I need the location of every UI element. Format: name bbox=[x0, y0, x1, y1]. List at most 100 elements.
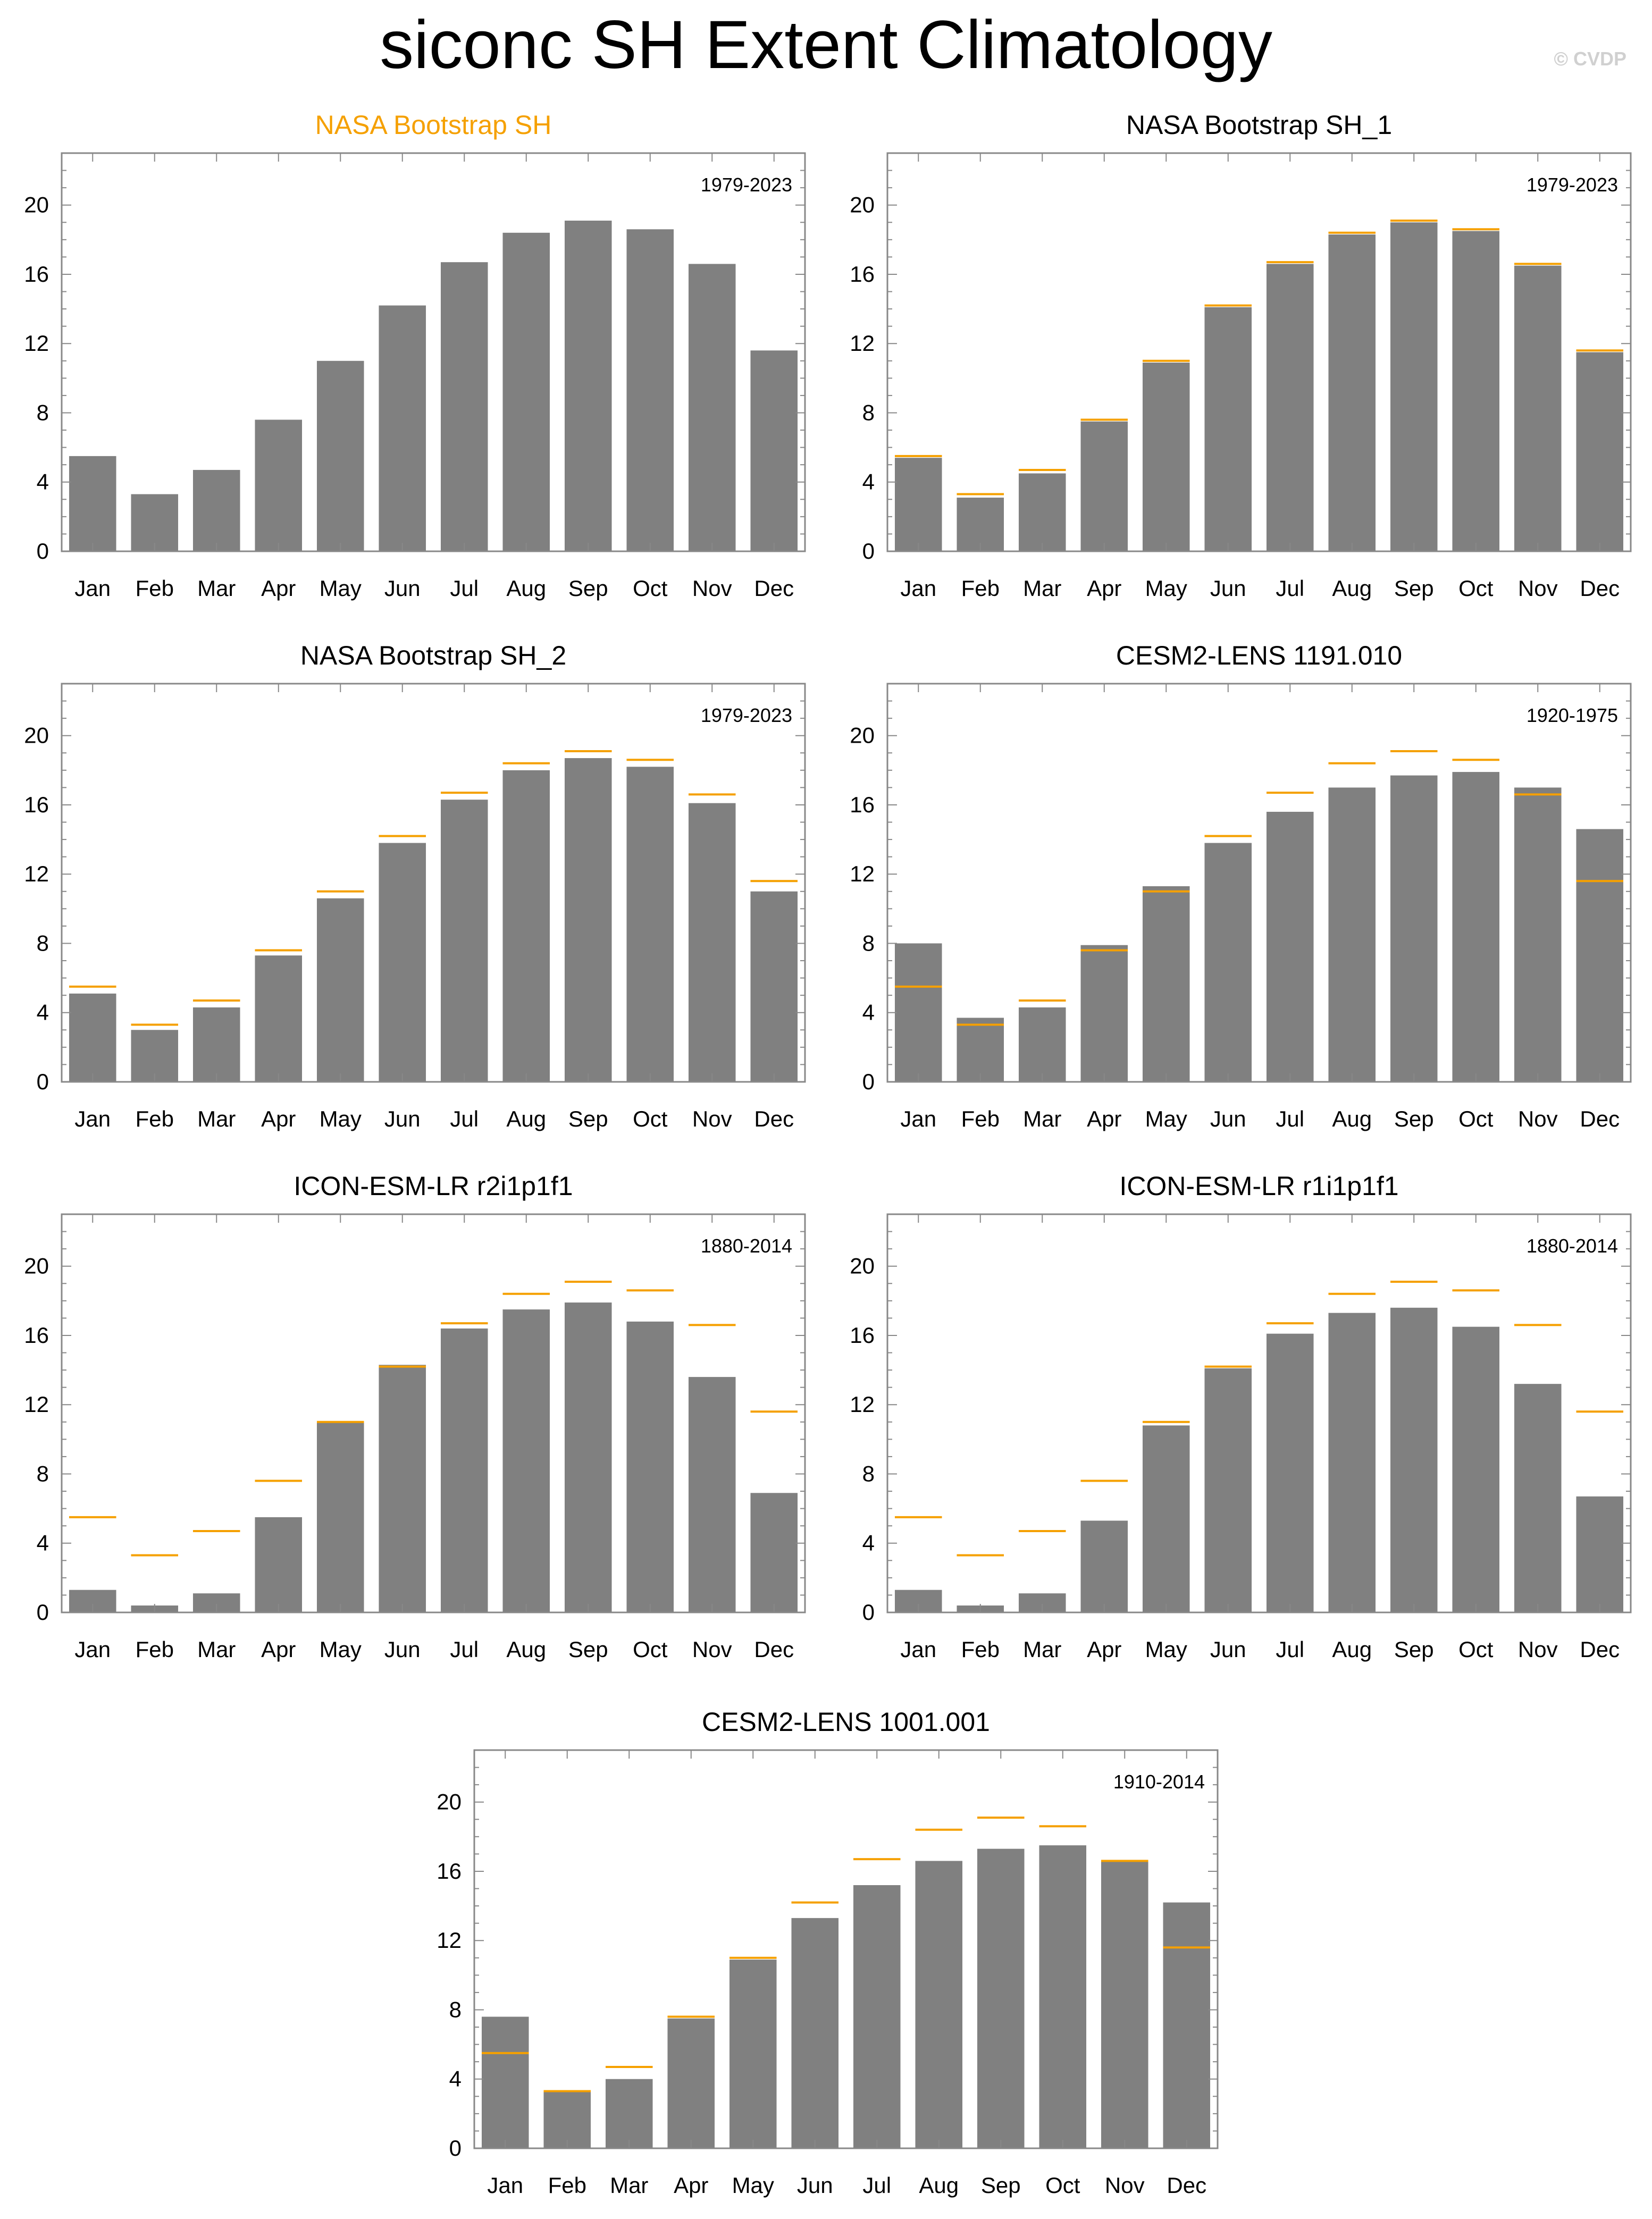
x-tick-label: Apr bbox=[261, 576, 296, 601]
x-tick-label: Jul bbox=[862, 2173, 891, 2198]
bar-jan bbox=[894, 943, 942, 1082]
chart-title: CESM2-LENS 1191.010 bbox=[1116, 641, 1402, 670]
bar-may bbox=[316, 898, 364, 1082]
x-tick-label: Sep bbox=[568, 576, 608, 601]
x-tick-label: Oct bbox=[633, 1106, 668, 1131]
chart-panel-6: ICON-ESM-LR r1i1p1f1 0 4 8 12 16 20 Jan Feb Mar Ap… bbox=[850, 1171, 1632, 1662]
y-tick-label: 0 bbox=[37, 539, 49, 564]
bar-jul bbox=[853, 1885, 901, 2148]
y-tick-label: 12 bbox=[850, 861, 875, 886]
plot-frame bbox=[61, 1213, 806, 1613]
bar-jul bbox=[440, 1328, 488, 1612]
x-tick-label: Jan bbox=[900, 1106, 936, 1131]
bar-feb bbox=[131, 1030, 179, 1082]
x-tick-label: Oct bbox=[1045, 2173, 1080, 2198]
x-tick-label: Jan bbox=[74, 1637, 111, 1662]
bar-apr bbox=[255, 1517, 303, 1612]
x-tick-label: Jan bbox=[900, 1637, 936, 1662]
y-tick-label: 4 bbox=[862, 1000, 875, 1025]
bar-jul bbox=[1266, 1333, 1314, 1612]
x-tick-label: Nov bbox=[1518, 1637, 1558, 1662]
y-tick-label: 20 bbox=[437, 1789, 462, 1814]
plot-frame bbox=[473, 1749, 1219, 2149]
x-tick-label: Aug bbox=[919, 2173, 959, 2198]
x-tick-label: Sep bbox=[568, 1106, 608, 1131]
bar-jul bbox=[1266, 811, 1314, 1082]
y-tick-label: 8 bbox=[449, 1997, 462, 2022]
bar-dec bbox=[1576, 352, 1624, 551]
period-label: 1880-2014 bbox=[701, 1235, 792, 1257]
bar-nov bbox=[1101, 1861, 1148, 2148]
bar-mar bbox=[192, 469, 240, 551]
bar-may bbox=[1142, 363, 1190, 551]
x-tick-label: Jul bbox=[450, 576, 479, 601]
x-tick-label: Sep bbox=[1394, 1106, 1434, 1131]
x-tick-label: Feb bbox=[136, 1106, 174, 1131]
x-tick-label: May bbox=[1145, 1106, 1187, 1131]
y-tick-label: 0 bbox=[37, 1069, 49, 1094]
bar-aug bbox=[915, 1861, 963, 2148]
x-tick-label: Feb bbox=[961, 576, 1000, 601]
period-label: 1979-2023 bbox=[701, 704, 792, 726]
y-tick-label: 16 bbox=[850, 1323, 875, 1348]
bar-apr bbox=[667, 2018, 715, 2148]
x-tick-label: Dec bbox=[1580, 1637, 1620, 1662]
y-tick-label: 4 bbox=[862, 469, 875, 494]
x-tick-label: Oct bbox=[1458, 1637, 1494, 1662]
y-tick-label: 16 bbox=[24, 1323, 49, 1348]
x-tick-label: Mar bbox=[1023, 576, 1061, 601]
x-tick-label: Feb bbox=[136, 576, 174, 601]
chart-title: NASA Bootstrap SH_1 bbox=[1126, 110, 1392, 140]
y-tick-label: 8 bbox=[37, 930, 49, 955]
bar-may bbox=[1142, 886, 1190, 1082]
period-label: 1979-2023 bbox=[701, 174, 792, 196]
x-tick-label: Nov bbox=[1105, 2173, 1145, 2198]
x-tick-label: Apr bbox=[1087, 1106, 1121, 1131]
chart-title: ICON-ESM-LR r2i1p1f1 bbox=[293, 1171, 573, 1201]
plot-frame bbox=[886, 683, 1632, 1083]
x-tick-label: Jun bbox=[384, 1637, 421, 1662]
y-tick-label: 12 bbox=[24, 861, 49, 886]
period-label: 1979-2023 bbox=[1527, 174, 1618, 196]
y-tick-label: 20 bbox=[850, 1254, 875, 1279]
bar-sep bbox=[564, 1302, 612, 1612]
y-tick-label: 8 bbox=[862, 400, 875, 425]
x-tick-label: Jul bbox=[1276, 576, 1304, 601]
x-tick-label: Dec bbox=[754, 1637, 794, 1662]
x-tick-label: Sep bbox=[568, 1637, 608, 1662]
bar-mar bbox=[1018, 473, 1066, 551]
x-tick-label: May bbox=[1145, 576, 1187, 601]
period-label: 1880-2014 bbox=[1527, 1235, 1618, 1257]
bar-may bbox=[729, 1960, 777, 2148]
bar-apr bbox=[1080, 1520, 1128, 1612]
bar-dec bbox=[750, 891, 798, 1082]
bar-feb bbox=[131, 494, 179, 551]
bar-jul bbox=[1266, 264, 1314, 552]
y-tick-label: 16 bbox=[24, 262, 49, 287]
x-tick-label: Nov bbox=[692, 576, 732, 601]
x-tick-label: Oct bbox=[633, 576, 668, 601]
x-tick-label: Jan bbox=[487, 2173, 523, 2198]
y-tick-label: 4 bbox=[37, 469, 49, 494]
y-tick-label: 16 bbox=[437, 1859, 462, 1884]
x-tick-label: Aug bbox=[1332, 1637, 1372, 1662]
bar-jun bbox=[379, 1365, 426, 1612]
bar-sep bbox=[564, 758, 612, 1082]
x-tick-label: Apr bbox=[1087, 1637, 1121, 1662]
bar-feb bbox=[957, 498, 1004, 551]
x-tick-label: Aug bbox=[1332, 1106, 1372, 1131]
x-tick-label: Jul bbox=[1276, 1106, 1304, 1131]
chart-title: CESM2-LENS 1001.001 bbox=[702, 1707, 990, 1737]
x-tick-label: Jun bbox=[797, 2173, 833, 2198]
x-tick-label: May bbox=[320, 1106, 362, 1131]
bar-jun bbox=[791, 1918, 839, 2148]
x-tick-label: Oct bbox=[1458, 1106, 1494, 1131]
bar-apr bbox=[255, 419, 303, 551]
y-tick-label: 16 bbox=[850, 262, 875, 287]
y-tick-label: 12 bbox=[24, 1392, 49, 1417]
plot-frame bbox=[61, 152, 806, 552]
y-tick-label: 4 bbox=[37, 1531, 49, 1556]
chart-panel-7: CESM2-LENS 1001.001 0 4 8 12 16 20 Jan Feb Mar Apr… bbox=[437, 1707, 1219, 2198]
y-tick-label: 4 bbox=[37, 1000, 49, 1025]
bar-jul bbox=[440, 800, 488, 1082]
